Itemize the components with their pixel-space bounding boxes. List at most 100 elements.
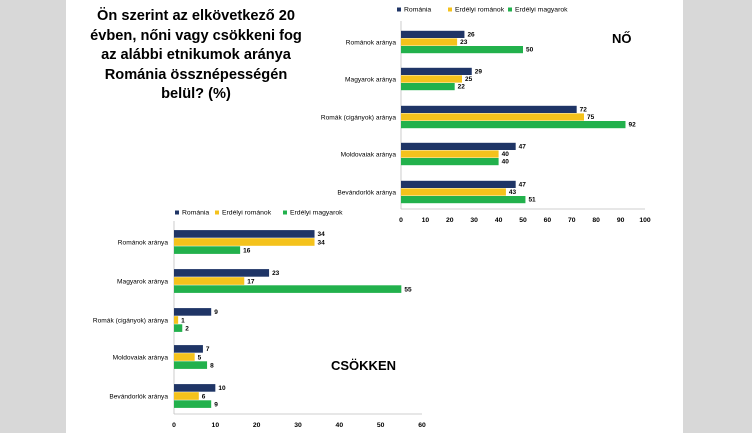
tick-label-0-10: 100 xyxy=(639,217,651,224)
category-label-1-2: Romák (cigányok) aránya xyxy=(93,317,168,324)
slide xyxy=(66,0,683,433)
data-label-0-1-0: 29 xyxy=(475,69,483,76)
bar-1-4-2 xyxy=(174,400,212,408)
bar-1-0-2 xyxy=(174,246,241,254)
chart-label-no: NŐ xyxy=(612,31,632,46)
tick-label-1-0: 0 xyxy=(172,422,176,429)
legend-swatch-0-2 xyxy=(508,7,512,12)
legend-label-1-1: Erdélyi románok xyxy=(222,210,272,217)
data-label-1-1-2: 55 xyxy=(404,286,412,293)
category-label-0-0: Románok aránya xyxy=(346,39,397,46)
data-label-1-3-0: 7 xyxy=(206,346,210,353)
data-label-0-3-2: 40 xyxy=(502,159,510,166)
data-label-1-2-2: 2 xyxy=(185,325,189,332)
data-label-1-2-1: 1 xyxy=(181,317,185,324)
category-label-1-0: Románok aránya xyxy=(118,239,169,246)
data-label-0-4-1: 43 xyxy=(509,189,517,196)
data-label-0-3-1: 40 xyxy=(502,151,510,158)
tick-label-0-2: 20 xyxy=(446,217,454,224)
data-label-0-0-1: 23 xyxy=(460,39,468,46)
data-label-0-3-0: 47 xyxy=(519,144,527,151)
legend-swatch-0-0 xyxy=(397,7,401,12)
bar-1-4-0 xyxy=(174,384,216,392)
data-label-1-3-1: 5 xyxy=(198,354,202,361)
category-label-0-3: Moldovaiak aránya xyxy=(341,151,397,158)
data-label-0-1-2: 22 xyxy=(458,84,466,91)
tick-label-0-1: 10 xyxy=(422,217,430,224)
tick-label-0-9: 90 xyxy=(617,217,625,224)
data-label-1-2-0: 9 xyxy=(214,309,218,316)
bar-0-0-2 xyxy=(401,46,523,54)
legend-label-0-2: Erdélyi magyarok xyxy=(515,7,568,14)
category-label-0-2: Romák (cigányok) aránya xyxy=(321,114,396,121)
tick-label-1-6: 60 xyxy=(418,422,426,429)
bar-0-2-0 xyxy=(401,105,577,113)
bar-0-1-0 xyxy=(401,67,472,75)
bar-0-3-1 xyxy=(401,150,499,158)
bar-0-4-0 xyxy=(401,180,516,188)
bar-1-4-1 xyxy=(174,392,199,400)
bar-1-0-1 xyxy=(174,238,315,246)
bar-1-3-1 xyxy=(174,353,195,361)
data-label-0-1-1: 25 xyxy=(465,76,473,83)
legend-swatch-0-1 xyxy=(448,7,452,12)
data-label-1-3-2: 8 xyxy=(210,362,214,369)
legend-label-0-1: Erdélyi románok xyxy=(455,7,505,14)
bar-1-2-1 xyxy=(174,316,179,324)
chart-label-csokken: CSÖKKEN xyxy=(331,358,397,373)
tick-label-0-8: 80 xyxy=(592,217,600,224)
data-label-0-0-2: 50 xyxy=(526,47,534,54)
tick-label-1-1: 10 xyxy=(212,422,220,429)
data-label-0-4-0: 47 xyxy=(519,182,527,189)
bar-1-3-2 xyxy=(174,361,208,369)
bar-0-1-2 xyxy=(401,83,455,91)
tick-label-0-5: 50 xyxy=(519,217,527,224)
tick-label-1-5: 50 xyxy=(377,422,385,429)
tick-label-0-0: 0 xyxy=(399,217,403,224)
category-label-1-3: Moldovaiak aránya xyxy=(113,354,169,361)
data-label-1-1-0: 23 xyxy=(272,270,280,277)
bar-0-2-2 xyxy=(401,121,626,129)
tick-label-0-7: 70 xyxy=(568,217,576,224)
data-label-0-4-2: 51 xyxy=(528,197,536,204)
bar-0-3-2 xyxy=(401,158,499,166)
legend-swatch-1-2 xyxy=(283,210,287,215)
data-label-1-4-1: 6 xyxy=(202,393,206,400)
data-label-1-0-0: 34 xyxy=(318,231,326,238)
data-label-1-4-2: 9 xyxy=(214,401,218,408)
tick-label-1-4: 40 xyxy=(336,422,344,429)
data-label-1-1-1: 17 xyxy=(247,278,255,285)
bar-1-1-1 xyxy=(174,277,245,285)
bar-0-1-1 xyxy=(401,75,462,83)
data-label-0-2-0: 72 xyxy=(580,107,588,114)
bar-0-4-2 xyxy=(401,196,526,204)
data-label-1-0-2: 16 xyxy=(243,247,251,254)
data-label-0-2-2: 92 xyxy=(628,122,636,129)
category-label-1-1: Magyarok aránya xyxy=(117,278,168,285)
bar-1-1-0 xyxy=(174,269,270,277)
bar-0-3-0 xyxy=(401,142,516,150)
bar-1-2-2 xyxy=(174,324,183,332)
legend-label-1-2: Erdélyi magyarok xyxy=(290,210,343,217)
bar-1-2-0 xyxy=(174,308,212,316)
legend-swatch-1-0 xyxy=(175,210,179,215)
bar-0-0-0 xyxy=(401,30,465,38)
bar-0-4-1 xyxy=(401,188,506,196)
tick-label-1-2: 20 xyxy=(253,422,261,429)
bar-1-3-0 xyxy=(174,345,203,353)
legend-label-0-0: Románia xyxy=(404,7,431,14)
data-label-1-4-0: 10 xyxy=(218,385,226,392)
bar-0-2-1 xyxy=(401,113,584,121)
tick-label-0-6: 60 xyxy=(544,217,552,224)
data-label-0-0-0: 26 xyxy=(467,32,475,39)
data-label-0-2-1: 75 xyxy=(587,114,595,121)
category-label-0-4: Bevándorlók aránya xyxy=(337,189,396,196)
question-title: Ön szerint az elkövetkező 20 évben, nőni… xyxy=(90,8,302,102)
tick-label-0-3: 30 xyxy=(470,217,478,224)
legend-swatch-1-1 xyxy=(215,210,219,215)
category-label-0-1: Magyarok aránya xyxy=(345,76,396,83)
tick-label-1-3: 30 xyxy=(294,422,302,429)
tick-label-0-4: 40 xyxy=(495,217,503,224)
data-label-1-0-1: 34 xyxy=(318,239,326,246)
